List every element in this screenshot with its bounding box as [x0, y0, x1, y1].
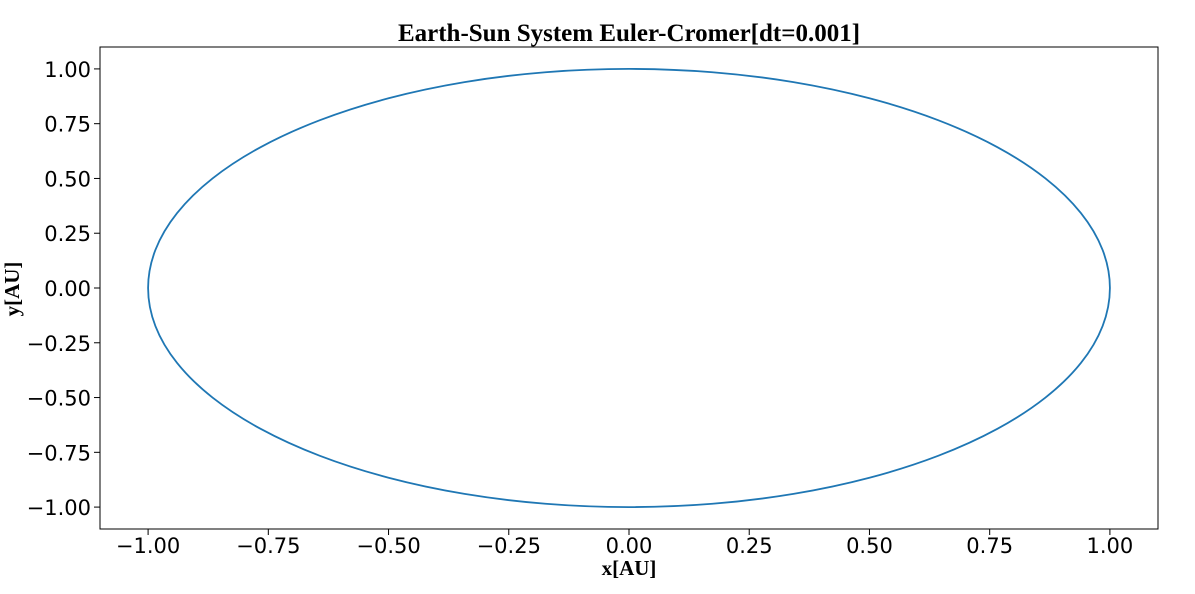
- y-tick-label: 0.75: [44, 113, 91, 137]
- x-tick-label: −0.25: [477, 534, 541, 558]
- x-tick-label: 1.00: [1087, 534, 1134, 558]
- y-tick-label: −1.00: [27, 496, 91, 520]
- x-tick-label: −0.75: [236, 534, 300, 558]
- chart-title: Earth-Sun System Euler-Cromer[dt=0.001]: [398, 20, 860, 47]
- y-tick-label: −0.25: [27, 332, 91, 356]
- x-axis-label: x[AU]: [602, 556, 657, 580]
- y-tick-label: 0.00: [44, 277, 91, 301]
- y-tick-label: −0.50: [27, 387, 91, 411]
- y-tick-label: −0.75: [27, 441, 91, 465]
- y-axis-label: y[AU]: [0, 262, 24, 317]
- y-tick-label: 0.25: [44, 222, 91, 246]
- y-tick-label: 0.50: [44, 167, 91, 191]
- x-tick-label: −0.50: [356, 534, 420, 558]
- x-tick-label: −1.00: [116, 534, 180, 558]
- plot-area: −1.00 −0.75 −0.50 −0.25 0.00 0.25 0.50 0.75 1.00…: [27, 46, 1159, 558]
- y-tick-label: 1.00: [44, 58, 91, 82]
- x-tick-label: 0.50: [846, 534, 893, 558]
- x-tick-label: 0.25: [726, 534, 773, 558]
- axes-frame: [99, 46, 1159, 530]
- series-line-0: [147, 68, 1111, 508]
- x-tick-label: 0.75: [966, 534, 1013, 558]
- x-tick-label: 0.00: [606, 534, 653, 558]
